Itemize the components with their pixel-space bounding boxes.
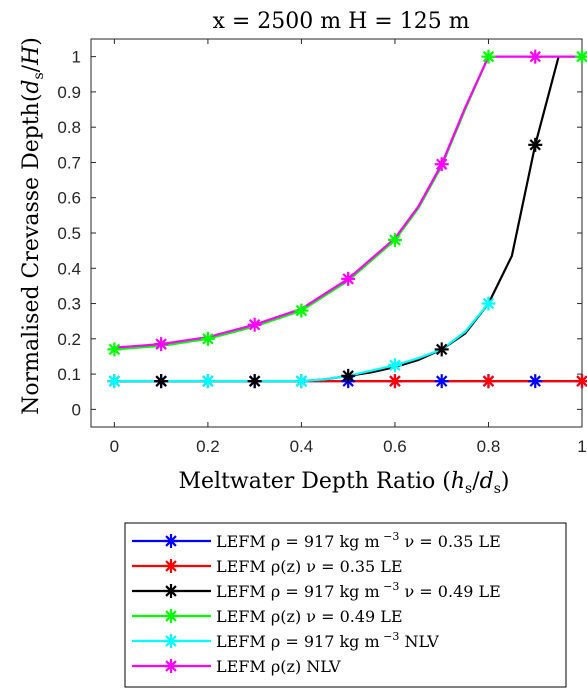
- series-marker-3: [575, 49, 587, 64]
- legend-marker-2: [164, 584, 178, 598]
- legend-label-5: LEFM ρ(z) NLV: [216, 657, 341, 676]
- series-marker-4: [294, 374, 309, 389]
- y-tick-label: 0.2: [57, 330, 81, 349]
- legend-label-2: LEFM ρ = 917 kg m −3 ν = 0.49 LE: [216, 580, 501, 601]
- series-marker-3: [294, 303, 309, 318]
- y-tick-label: 0.7: [57, 153, 81, 172]
- y-tick-label: 0.3: [57, 295, 81, 314]
- y-tick-label: 0.5: [57, 224, 81, 243]
- series-marker-3: [481, 49, 496, 64]
- series-marker-0: [528, 374, 543, 389]
- plot-area: [90, 38, 583, 428]
- x-tick-label: 0.6: [383, 437, 407, 456]
- series-marker-4: [387, 358, 402, 373]
- series-marker-2: [247, 374, 262, 389]
- legend-label-0: LEFM ρ = 917 kg m −3 ν = 0.35 LE: [216, 530, 501, 551]
- y-tick-label: 1: [72, 48, 81, 67]
- legend-marker-0: [164, 534, 178, 548]
- y-tick-label: 0.6: [57, 189, 81, 208]
- series-marker-3: [387, 233, 402, 248]
- series-marker-2: [154, 374, 169, 389]
- y-tick-label: 0.8: [57, 118, 81, 137]
- legend: LEFM ρ = 917 kg m −3 ν = 0.35 LE LEFM ρ(z…: [132, 530, 501, 676]
- axis-ticks: 0 0.2 0.4 0.6 0.8 1 0 0.1 0.2 0.3 0.4 0.5 0.6 0.7 0.8 0…: [57, 39, 587, 456]
- series-line-3: [114, 55, 582, 351]
- series-marker-0: [434, 374, 449, 389]
- series-marker-1: [387, 374, 402, 389]
- series-marker-5: [434, 157, 449, 172]
- series-marker-4: [107, 374, 122, 389]
- y-tick-label: 0.4: [57, 259, 81, 278]
- series-marker-4: [481, 296, 496, 311]
- series-marker-5: [341, 271, 356, 286]
- series-line-2: [114, 56, 560, 383]
- y-tick-label: 0.1: [57, 365, 81, 384]
- series-marker-1: [481, 374, 496, 389]
- x-tick-label: 0.8: [477, 437, 501, 456]
- legend-box: [124, 522, 567, 688]
- legend-marker-1: [164, 559, 178, 573]
- y-tick-label: 0.9: [57, 83, 81, 102]
- y-axis-label: Normalised Crevasse Depth(ds/H): [19, 37, 47, 415]
- legend-label-1: LEFM ρ(z) ν = 0.35 LE: [216, 557, 403, 576]
- series-marker-2: [528, 137, 543, 152]
- series-marker-4: [200, 374, 215, 389]
- svg-text:Normalised Crevasse Depth(ds/H: Normalised Crevasse Depth(ds/H): [19, 37, 47, 415]
- series-lines: [114, 55, 582, 383]
- legend-marker-4: [164, 634, 178, 648]
- series-markers: [107, 49, 587, 389]
- series-marker-5: [247, 317, 262, 332]
- x-tick-label: 1: [577, 437, 586, 456]
- series-marker-1: [575, 374, 587, 389]
- svg-text:Meltwater Depth Ratio (hs/ds): Meltwater Depth Ratio (hs/ds): [178, 469, 509, 497]
- series-marker-3: [200, 331, 215, 346]
- series-line-5: [114, 55, 582, 349]
- series-marker-3: [107, 342, 122, 357]
- x-tick-label: 0.4: [290, 437, 314, 456]
- legend-label-4: LEFM ρ = 917 kg m −3 NLV: [216, 630, 439, 651]
- series-marker-2: [341, 368, 356, 383]
- x-tick-label: 0: [110, 437, 119, 456]
- series-marker-2: [434, 342, 449, 357]
- series-marker-5: [528, 49, 543, 64]
- legend-marker-5: [164, 659, 178, 673]
- chart-title: x = 2500 m H = 125 m: [212, 9, 469, 34]
- series-marker-5: [154, 337, 169, 352]
- legend-marker-3: [164, 609, 178, 623]
- y-tick-label: 0: [72, 400, 81, 419]
- x-axis-label: Meltwater Depth Ratio (hs/ds): [178, 469, 509, 497]
- legend-label-3: LEFM ρ(z) ν = 0.49 LE: [216, 607, 403, 626]
- x-tick-label: 0.2: [196, 437, 220, 456]
